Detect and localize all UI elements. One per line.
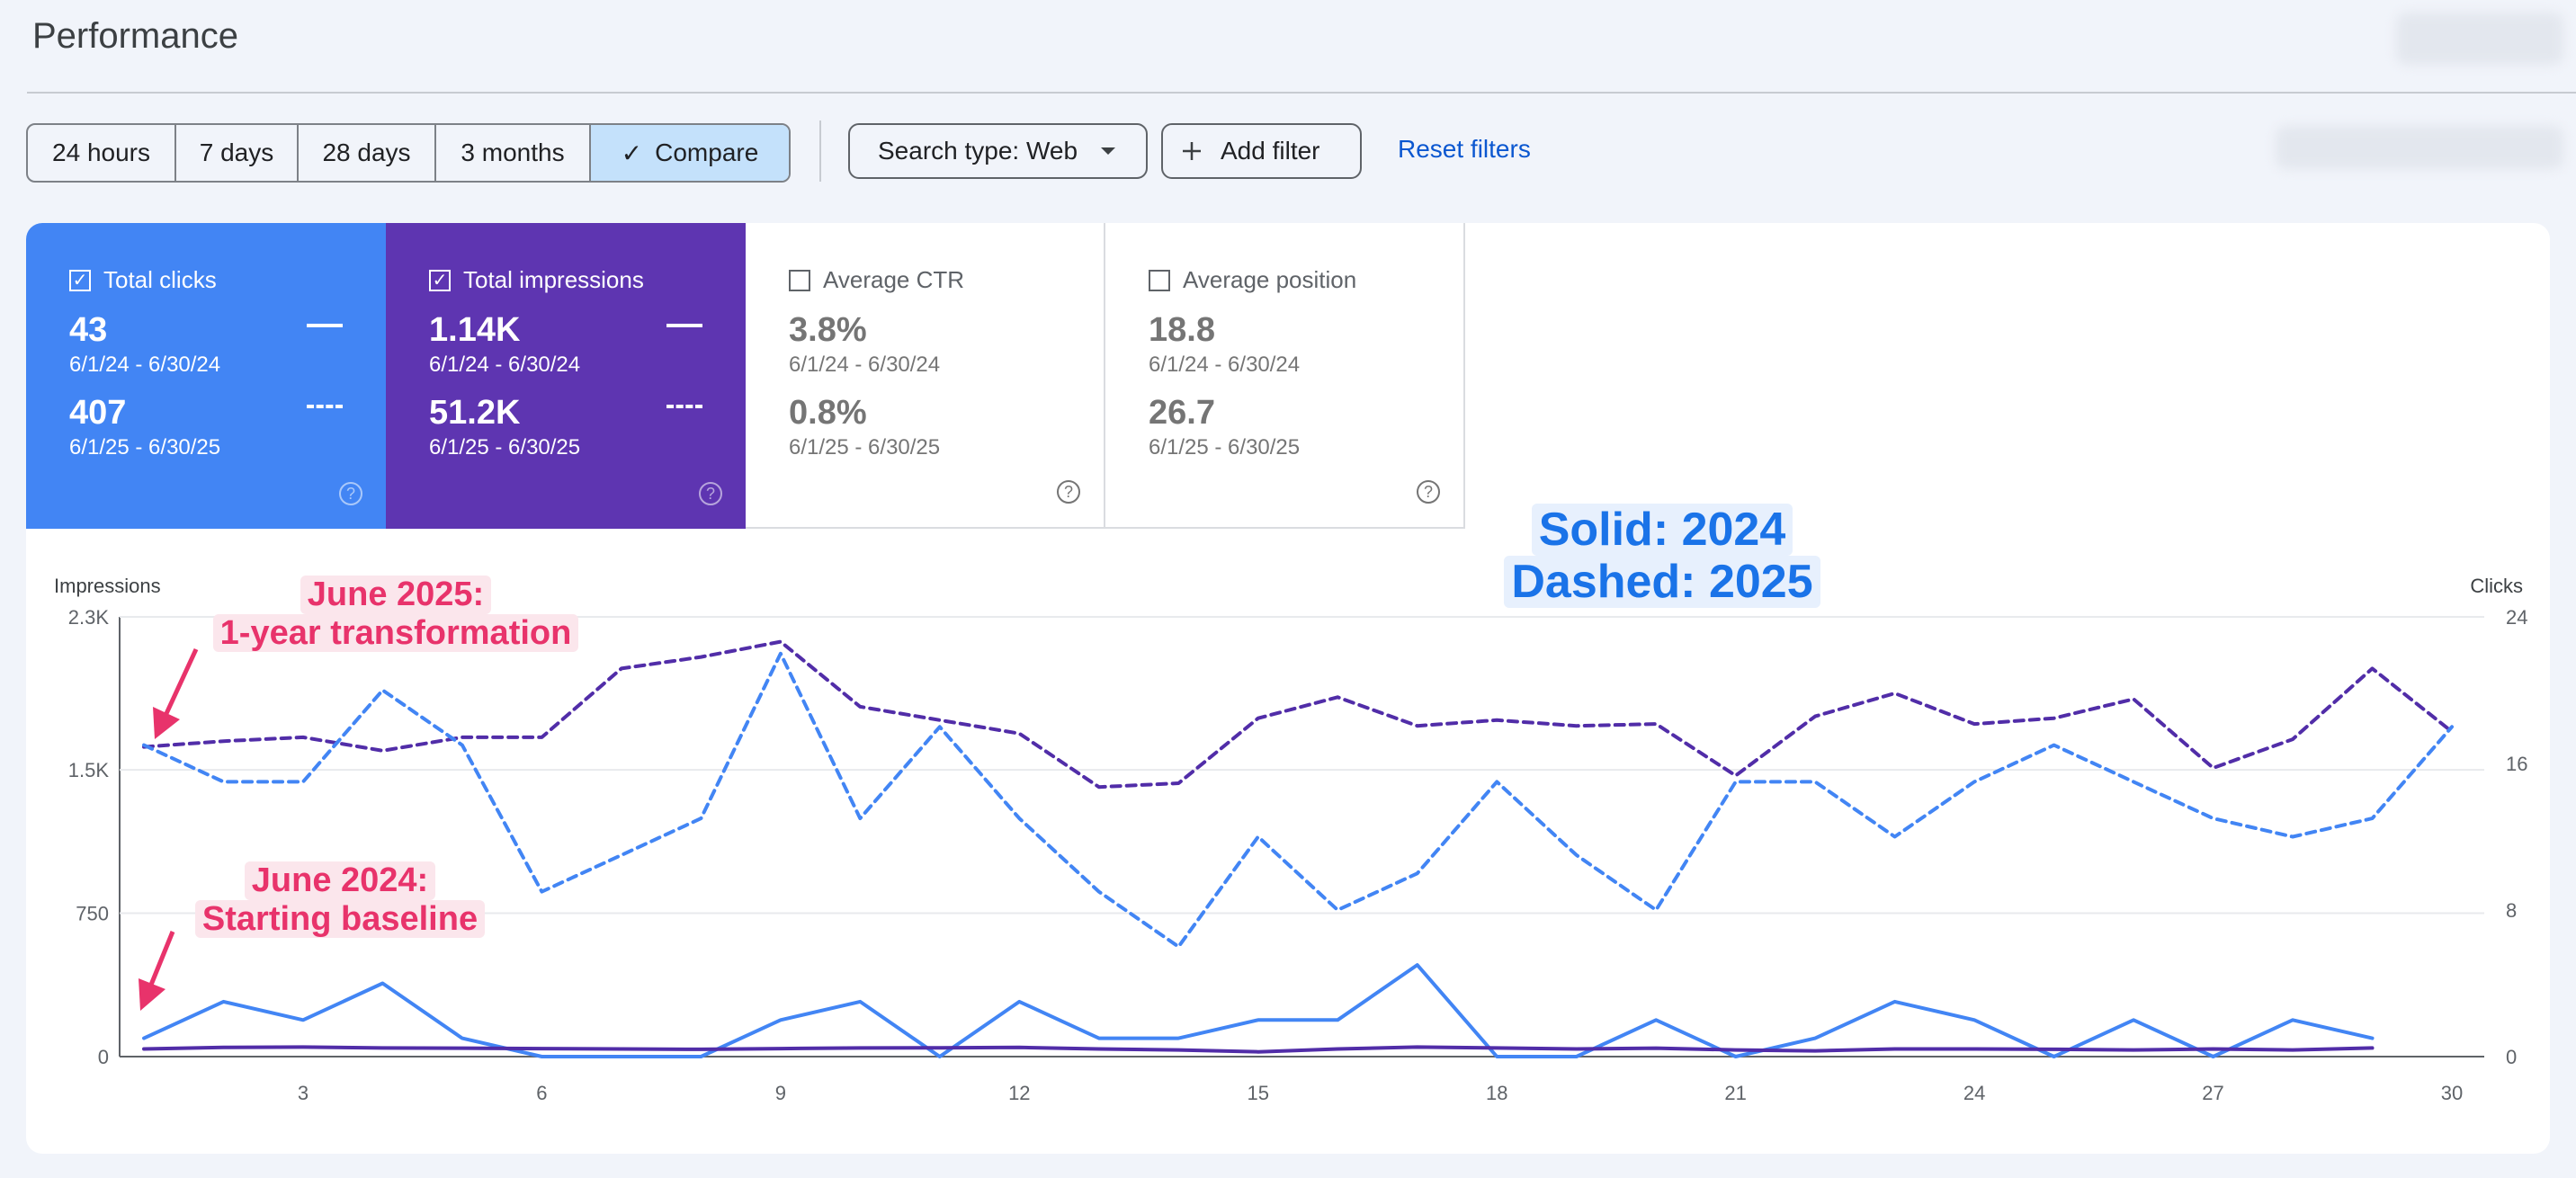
dropdown-caret-icon <box>1101 147 1116 155</box>
metric-value-2025: 51.2K <box>429 394 521 432</box>
checkbox-checked-icon[interactable]: ✓ <box>69 269 91 291</box>
metric-range-2025: 6/1/25 - 6/30/25 <box>789 435 941 460</box>
check-icon: ✓ <box>621 138 643 167</box>
blurred-header-control <box>2396 13 2563 65</box>
metric-value-2024: 1.14K <box>429 311 521 349</box>
total-clicks-solid-series <box>142 963 2375 1058</box>
metric-range-2024: 6/1/24 - 6/30/24 <box>789 353 941 377</box>
x-axis-tick-label: 3 <box>298 1082 309 1104</box>
page-title: Performance <box>32 16 238 56</box>
help-icon[interactable]: ? <box>699 482 722 505</box>
title-divider <box>27 92 2576 94</box>
solid-line-legend-icon <box>666 324 702 327</box>
compare-button[interactable]: ✓ Compare <box>591 125 789 181</box>
x-axis-tick-label: 12 <box>1008 1082 1030 1104</box>
annotation-arrow-icon <box>161 647 199 721</box>
total-impressions-dashed-series <box>142 639 2454 790</box>
metric-card-average-position[interactable]: Average position 18.8 6/1/24 - 6/30/24 2… <box>1105 223 1465 529</box>
blurred-toolbar-control <box>2276 126 2563 169</box>
metric-value-2024: 18.8 <box>1149 311 1215 349</box>
range-3-months-button[interactable]: 3 months <box>436 125 591 181</box>
metric-range-2024: 6/1/24 - 6/30/24 <box>429 353 581 377</box>
add-filter-button[interactable]: Add filter <box>1161 123 1362 179</box>
x-axis-tick-label: 9 <box>775 1082 786 1104</box>
metric-range-2024: 6/1/24 - 6/30/24 <box>69 353 221 377</box>
metric-range-2025: 6/1/25 - 6/30/25 <box>429 435 581 460</box>
x-axis-tick-label: 21 <box>1724 1082 1746 1104</box>
dashed-line-legend-icon <box>666 405 702 408</box>
x-axis-tick-label: 27 <box>2202 1082 2223 1104</box>
dashed-line-legend-icon <box>307 405 343 408</box>
left-axis-tick-label: 1.5K <box>68 759 110 781</box>
metric-value-2025: 0.8% <box>789 394 867 432</box>
right-axis-tick-label: 8 <box>2506 899 2517 922</box>
annotation-arrowhead-icon <box>153 707 180 739</box>
reset-filters-link[interactable]: Reset filters <box>1398 135 1531 163</box>
total-clicks-dashed-series <box>142 651 2454 949</box>
left-axis-tick-label: 750 <box>76 903 109 925</box>
metric-value-2024: 43 <box>69 311 108 349</box>
checkbox-unchecked-icon[interactable] <box>1149 269 1170 291</box>
annotation-line-style-legend: Solid: 2024 Dashed: 2025 <box>1437 504 1887 609</box>
metric-value-2025: 26.7 <box>1149 394 1215 432</box>
help-icon[interactable]: ? <box>1057 480 1080 504</box>
x-axis-tick-label: 6 <box>536 1082 547 1104</box>
x-axis-tick-label: 18 <box>1486 1082 1507 1104</box>
x-axis-tick-label: 24 <box>1963 1082 1985 1104</box>
checkbox-checked-icon[interactable]: ✓ <box>429 269 451 291</box>
annotation-june-2024: June 2024: Starting baseline <box>158 861 522 939</box>
metric-value-2025: 407 <box>69 394 127 432</box>
metric-range-2025: 6/1/25 - 6/30/25 <box>69 435 221 460</box>
metric-card-total-impressions[interactable]: ✓ Total impressions 1.14K 6/1/24 - 6/30/2… <box>386 223 746 529</box>
toolbar-separator <box>819 120 821 182</box>
annotation-arrow-icon <box>147 931 175 990</box>
right-axis-tick-label: 16 <box>2506 753 2527 775</box>
annotation-june-2025: June 2025: 1-year transformation <box>180 576 612 653</box>
left-axis-tick-label: 2.3K <box>68 606 110 629</box>
right-axis-tick-label: 0 <box>2506 1046 2517 1068</box>
checkbox-unchecked-icon[interactable] <box>789 269 810 291</box>
metric-range-2025: 6/1/25 - 6/30/25 <box>1149 435 1301 460</box>
metric-card-total-clicks[interactable]: ✓ Total clicks 43 6/1/24 - 6/30/24 407 6/… <box>26 223 386 529</box>
solid-line-legend-icon <box>307 324 343 327</box>
metric-card-average-ctr[interactable]: Average CTR 3.8% 6/1/24 - 6/30/24 0.8% 6… <box>746 223 1105 529</box>
help-icon[interactable]: ? <box>339 482 362 505</box>
total-impressions-solid-series <box>142 1045 2375 1054</box>
annotation-arrowhead-icon <box>139 978 165 1011</box>
plus-icon <box>1183 142 1201 160</box>
x-axis-tick-label: 30 <box>2441 1082 2463 1104</box>
left-axis-tick-label: 0 <box>98 1046 109 1068</box>
search-type-dropdown[interactable]: Search type: Web <box>848 123 1148 179</box>
help-icon[interactable]: ? <box>1417 480 1440 504</box>
right-axis-title: Clicks <box>2470 575 2523 597</box>
date-range-selector: 24 hours 7 days 28 days 3 months ✓ Compa… <box>26 123 791 183</box>
range-28-days-button[interactable]: 28 days <box>299 125 436 181</box>
left-axis-title: Impressions <box>54 575 161 597</box>
metric-value-2024: 3.8% <box>789 311 867 349</box>
x-axis-tick-label: 15 <box>1248 1082 1269 1104</box>
metric-range-2024: 6/1/24 - 6/30/24 <box>1149 353 1301 377</box>
range-24-hours-button[interactable]: 24 hours <box>28 125 176 181</box>
range-7-days-button[interactable]: 7 days <box>176 125 299 181</box>
right-axis-tick-label: 24 <box>2506 606 2527 629</box>
